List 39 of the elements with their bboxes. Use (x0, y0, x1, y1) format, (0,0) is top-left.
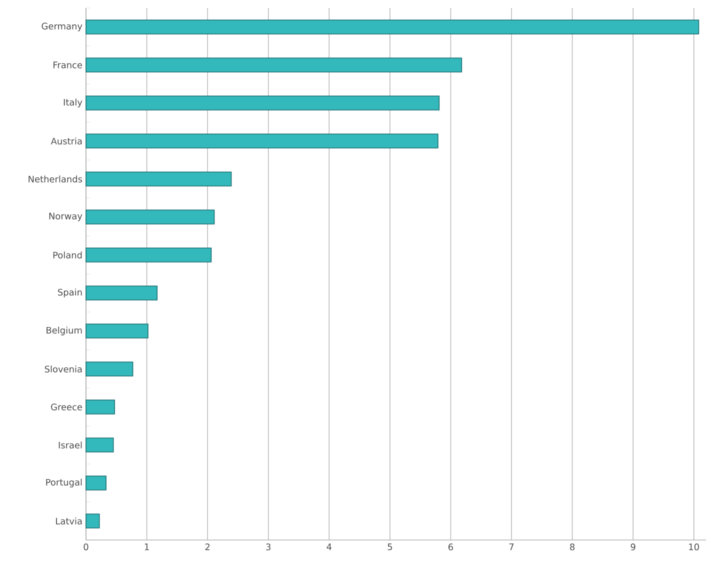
y-tick-label: Poland (53, 252, 82, 258)
y-tick-label: Austria (50, 138, 82, 144)
bar (86, 514, 100, 528)
y-tick-label: Italy (64, 98, 82, 108)
y-tick-label: Greece (51, 404, 82, 410)
x-tick-label: 7 (509, 544, 514, 550)
x-tick-label: 0 (84, 544, 88, 550)
x-tick-label: 6 (448, 544, 453, 550)
y-tick-label: France (54, 62, 82, 68)
y-tick-label: Latvia (56, 518, 82, 524)
bar (86, 324, 148, 338)
y-tick-label: Slovenia (44, 366, 82, 372)
bar (86, 286, 158, 300)
y-tick-label: Spain (58, 288, 82, 298)
x-tick-label: 3 (266, 544, 270, 550)
bar (86, 134, 438, 148)
bar (86, 438, 114, 452)
y-tick-label: Netherlands (28, 176, 82, 182)
x-tick-label: 8 (570, 544, 575, 550)
bar (86, 400, 115, 414)
y-tick-label: Belgium (46, 326, 82, 336)
bar (86, 58, 462, 72)
y-tick-label: Israel (58, 442, 82, 448)
x-tick-label: 10 (689, 544, 699, 550)
bar (86, 20, 700, 34)
x-tick-label: 2 (205, 544, 210, 550)
x-tick-label: 4 (326, 544, 332, 550)
x-tick-label: 5 (388, 544, 392, 550)
bar (86, 96, 440, 110)
y-tick-label: Norway (49, 212, 82, 222)
y-tick-label: Germany (42, 22, 82, 32)
x-tick-label: 9 (630, 544, 636, 550)
bar (86, 476, 106, 490)
bar (86, 248, 212, 262)
x-tick-label: 1 (144, 544, 149, 550)
bar (86, 172, 232, 186)
bar (86, 362, 134, 376)
y-tick-label: Portugal (46, 478, 82, 488)
bar (86, 210, 215, 224)
